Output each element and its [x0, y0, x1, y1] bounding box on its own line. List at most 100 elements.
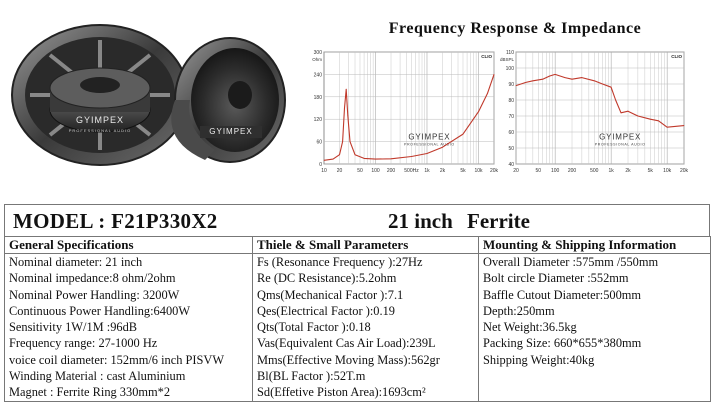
data-point: [571, 78, 573, 80]
product-photos: GYIMPEX PROFESSIONAL AUDIO GYIMPEX: [0, 0, 300, 200]
data-point: [581, 77, 583, 78]
thiele-param-cell: Re (DC Resistance):5.2ohm: [252, 270, 479, 287]
x-tick-label: 10: [321, 168, 327, 174]
thiele-param-cell: Mms(Effective Moving Mass):562gr: [252, 351, 479, 369]
data-point: [363, 158, 365, 159]
table-row: Nominal diameter: 21 inch Fs (Resonance F…: [4, 253, 711, 271]
table-row: Frequency range: 27-1000 Hz Vas(Equivalen…: [4, 335, 711, 352]
data-point: [627, 110, 629, 112]
x-tick-label: 200: [568, 168, 577, 174]
thiele-param-cell: Fs (Resonance Frequency ):27Hz: [252, 253, 479, 271]
x-tick-label: 20k: [490, 168, 498, 174]
data-point: [542, 78, 544, 80]
data-point: [487, 92, 488, 94]
thiele-param-cell: Qes(Electrical Factor ):0.19: [252, 302, 479, 320]
general-spec-cell: Nominal impedance:8 ohm/2ohm: [4, 270, 253, 287]
table-row: Nominal impedance:8 ohm/2ohm Re (DC Resis…: [4, 270, 711, 287]
data-point: [666, 126, 668, 128]
data-point: [342, 141, 344, 142]
thiele-param-cell: Bl(BL Factor ):52T.m: [252, 368, 479, 385]
data-point: [332, 158, 334, 160]
data-point: [345, 88, 347, 90]
data-point: [610, 86, 612, 88]
x-tick-label: 5k: [648, 168, 654, 174]
brand-watermark: GYIMPEX: [408, 132, 450, 141]
y-tick-label: 0: [319, 162, 322, 168]
thiele-param-cell: Sd(Effetive Piston Area):1693cm²: [252, 384, 479, 402]
data-point: [390, 158, 392, 160]
table-row: Nominal Power Handling: 3200W Qms(Mechani…: [4, 286, 711, 303]
thiele-param-cell: Vas(Equivalent Cas Air Load):239L: [252, 335, 479, 352]
x-tick-label: 2k: [440, 168, 446, 174]
brand-logo-rear: GYIMPEX: [76, 115, 124, 125]
data-point: [344, 107, 345, 109]
data-point: [637, 115, 639, 117]
data-point: [323, 159, 325, 161]
general-spec-cell: Magnet : Ferrite Ring 330mm*2: [4, 384, 253, 402]
series-line: [515, 73, 685, 128]
general-spec-cell: voice coil diameter: 152mm/6 inch PISVW: [4, 351, 253, 369]
model-header: MODEL : F21P330X2 21 inch Ferrite: [4, 204, 710, 236]
mounting-shipping-header: Mounting & Shipping Information: [478, 236, 711, 254]
speaker-rear-image: GYIMPEX PROFESSIONAL AUDIO: [11, 24, 189, 166]
mounting-info-cell: Packing Size: 660*655*380mm: [478, 335, 711, 352]
thiele-param-cell: Qts(Total Factor ):0.18: [252, 319, 479, 336]
brand-logo-front: GYIMPEX: [209, 127, 252, 136]
data-point: [602, 83, 603, 85]
general-spec-cell: Continuous Power Handling:6400W: [4, 302, 253, 320]
x-tick-label: 50: [357, 168, 363, 174]
data-point: [354, 154, 356, 156]
data-point: [564, 77, 566, 78]
data-point: [593, 80, 595, 82]
y-tick-label: 120: [314, 117, 323, 123]
x-tick-label: 10k: [663, 168, 672, 174]
frequency-response-chart: 110 100 90 80 70 60 50 40 dBSPL 20 50 100 200 500 1k 2k…: [500, 46, 690, 178]
y-tick-label: 90: [508, 82, 514, 88]
general-spec-cell: Winding Material : cast Aluminium: [4, 368, 253, 385]
impedance-chart: 300 240 180 120 60 0 Ohm 10 20 50 100 200 500Hz 1k 2k 5…: [306, 46, 498, 178]
data-point: [375, 158, 376, 160]
y-tick-label: 300: [314, 50, 323, 56]
y-tick-label: 80: [508, 98, 514, 104]
y-tick-label: 70: [508, 114, 514, 120]
general-spec-cell: Nominal Power Handling: 3200W: [4, 286, 253, 303]
mounting-info-cell: Net Weight:36.5kg: [478, 319, 711, 336]
x-tick-label: 20: [513, 168, 519, 174]
speaker-front-image: GYIMPEX: [171, 37, 286, 163]
data-point: [411, 156, 412, 157]
x-tick-label: 50: [536, 168, 542, 174]
model-label: MODEL : F21P330X2: [13, 209, 218, 233]
general-spec-cell: Frequency range: 27-1000 Hz: [4, 335, 253, 352]
table-row: Sensitivity 1W/1M :96dB Qts(Total Factor …: [4, 319, 711, 336]
y-tick-label: 40: [508, 162, 514, 168]
data-point: [658, 120, 659, 122]
x-tick-label: 20: [337, 168, 343, 174]
y-tick-label: 110: [506, 50, 514, 56]
mounting-info-cell: Shipping Weight:40kg: [478, 351, 711, 369]
thiele-small-header: Thiele & Small Parameters: [252, 236, 479, 254]
data-point: [349, 141, 351, 142]
clio-badge: CLIO: [481, 54, 492, 59]
mounting-info-cell: [478, 368, 711, 385]
y-tick-label: 240: [314, 72, 323, 78]
x-tick-label: 500: [590, 168, 599, 174]
y-tick-label: 60: [316, 140, 322, 146]
data-point: [347, 115, 349, 116]
general-spec-cell: Nominal diameter: 21 inch: [4, 253, 253, 271]
specifications-table: General Specifications Thiele & Small Pa…: [4, 236, 711, 402]
data-point: [525, 82, 527, 83]
x-tick-label: 1k: [609, 168, 615, 174]
y-unit-label: dBSPL: [500, 57, 514, 62]
svg-text:PROFESSIONAL AUDIO: PROFESSIONAL AUDIO: [69, 128, 132, 133]
table-row: Winding Material : cast Aluminium Bl(BL F…: [4, 368, 711, 385]
data-point: [615, 99, 616, 101]
data-point: [683, 125, 685, 126]
mounting-info-cell: Baffle Cutout Diameter:500mm: [478, 286, 711, 303]
x-tick-label: 100: [551, 168, 560, 174]
data-point: [339, 154, 340, 156]
data-point: [426, 153, 428, 154]
data-point: [493, 74, 495, 75]
x-tick-label: 20k: [680, 168, 689, 174]
thiele-param-cell: Qms(Mechanical Factor ):7.1: [252, 286, 479, 303]
y-tick-label: 60: [508, 130, 514, 136]
